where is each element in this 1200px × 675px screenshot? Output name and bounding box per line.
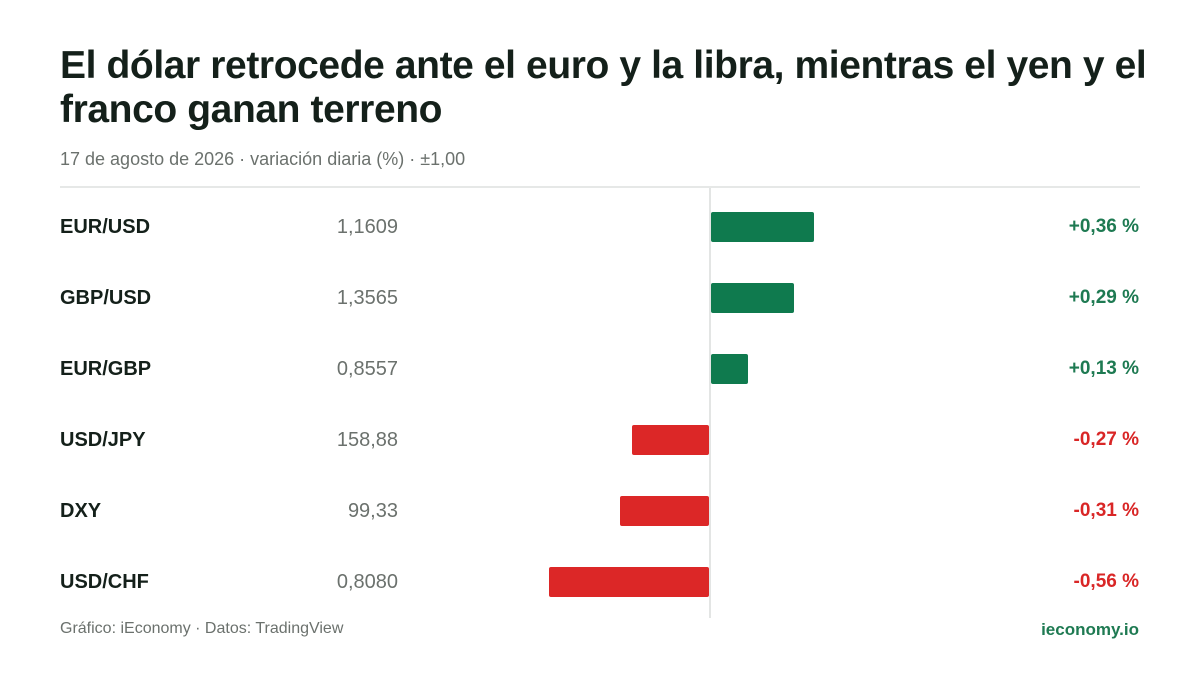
- change-bar: [620, 496, 709, 526]
- currency-pair-label: EUR/USD: [60, 216, 151, 238]
- chart-row: EUR/USD 1,1609 +0,36 %: [0, 207, 1200, 247]
- change-bar: [631, 425, 709, 455]
- change-bar: [548, 567, 709, 597]
- price-value: 0,8557: [336, 358, 398, 380]
- price-value: 158,88: [336, 429, 398, 451]
- change-bar: [711, 212, 814, 242]
- chart-row: GBP/USD 1,3565 +0,29 %: [0, 278, 1200, 318]
- zero-axis-line: [709, 188, 711, 618]
- change-percent-label: -0,31 %: [1073, 500, 1139, 521]
- change-percent-label: +0,29 %: [1068, 287, 1139, 308]
- chart-row: USD/JPY 158,88 -0,27 %: [0, 420, 1200, 460]
- change-percent-label: -0,56 %: [1073, 571, 1139, 592]
- change-bar: [711, 283, 794, 313]
- change-percent-label: -0,27 %: [1073, 429, 1139, 450]
- change-percent-label: +0,13 %: [1068, 358, 1139, 379]
- chart-row: DXY 99,33 -0,31 %: [0, 491, 1200, 531]
- change-bar: [711, 354, 749, 384]
- currency-pair-label: USD/CHF: [60, 571, 149, 593]
- chart-subtitle: 17 de agosto de 2026 · variación diaria …: [60, 149, 466, 169]
- price-value: 99,33: [347, 500, 398, 522]
- footer-brand: ieconomy.io: [1041, 620, 1139, 639]
- change-percent-label: +0,36 %: [1068, 216, 1139, 237]
- currency-pair-label: USD/JPY: [60, 429, 146, 451]
- header-divider: [60, 186, 1140, 188]
- price-value: 0,8080: [336, 571, 398, 593]
- currency-pair-label: GBP/USD: [60, 287, 152, 309]
- price-value: 1,1609: [336, 216, 398, 238]
- chart-row: EUR/GBP 0,8557 +0,13 %: [0, 349, 1200, 389]
- chart-row: USD/CHF 0,8080 -0,56 %: [0, 562, 1200, 602]
- footer-source: Gráfico: iEconomy · Datos: TradingView: [60, 620, 344, 637]
- price-value: 1,3565: [336, 287, 398, 309]
- currency-pair-label: DXY: [60, 500, 102, 522]
- chart-title: El dólar retrocede ante el euro y la lib…: [60, 44, 1147, 131]
- currency-pair-label: EUR/GBP: [60, 358, 152, 380]
